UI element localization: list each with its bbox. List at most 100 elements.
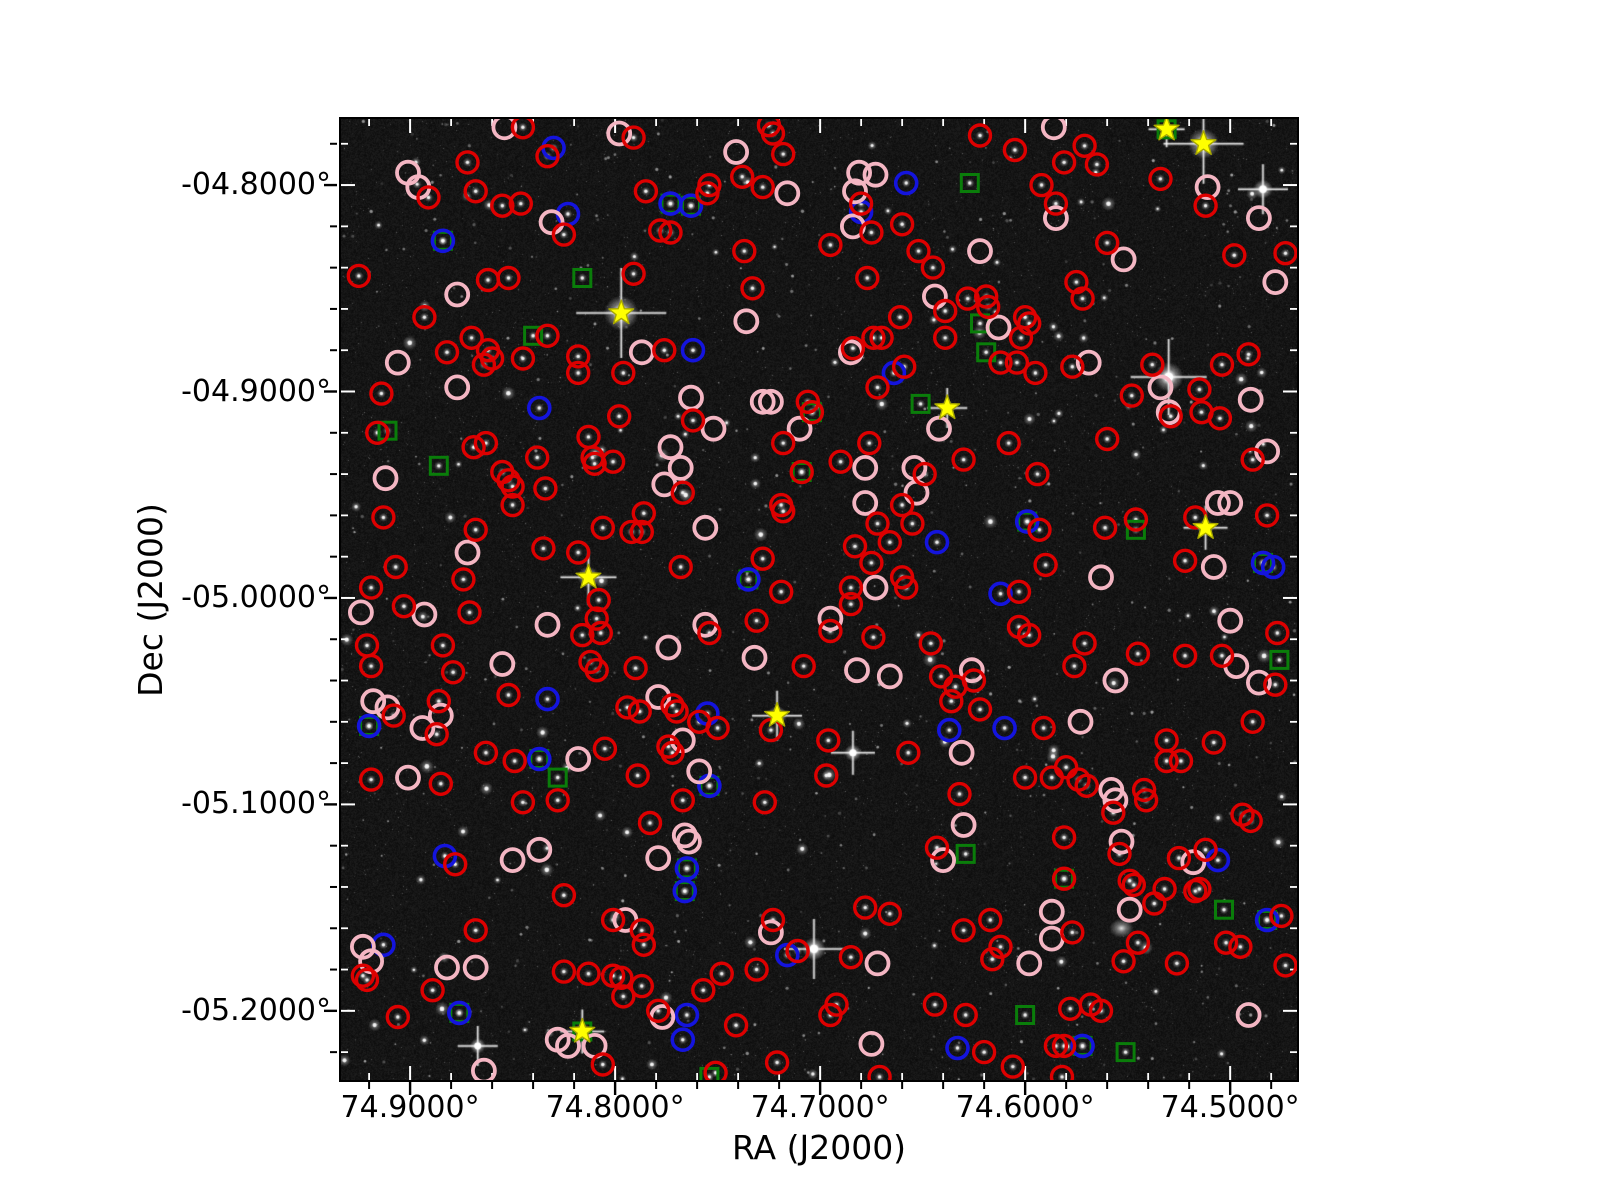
green-square-marker	[428, 455, 449, 476]
x-tick-label: 74.5000°	[1160, 1090, 1300, 1125]
green-square-marker	[1269, 649, 1290, 670]
red-circle-marker	[621, 125, 646, 150]
pink-circle-marker	[1235, 1002, 1262, 1028]
red-circle-marker	[859, 220, 884, 245]
red-circle-marker	[500, 492, 525, 518]
red-circle-marker	[1008, 325, 1034, 351]
pink-circle-marker	[1217, 490, 1244, 516]
blue-circle-marker	[936, 717, 962, 743]
red-circle-marker	[510, 346, 536, 371]
pink-circle-marker	[1038, 898, 1065, 925]
red-circle-marker	[471, 352, 497, 377]
pink-circle-marker	[360, 688, 387, 715]
red-circle-marker	[1273, 241, 1297, 266]
pink-circle-marker	[774, 180, 801, 207]
red-circle-marker	[750, 546, 775, 571]
red-circle-marker	[894, 575, 919, 600]
blue-circle-marker	[1014, 509, 1040, 534]
red-circle-marker	[451, 567, 476, 592]
red-circle-marker	[1187, 377, 1212, 402]
red-circle-marker	[600, 907, 626, 933]
red-circle-marker	[1051, 150, 1077, 175]
yellow-star-marker	[1192, 514, 1219, 539]
pink-circle-marker	[1116, 896, 1143, 923]
red-circle-marker	[611, 984, 636, 1009]
red-circle-marker	[730, 164, 755, 189]
red-circle-marker	[502, 748, 527, 774]
pink-circle-marker	[1102, 787, 1129, 814]
red-circle-marker	[430, 633, 456, 658]
red-circle-marker	[1254, 503, 1280, 528]
red-circle-marker	[680, 408, 706, 433]
pink-circle-marker	[555, 1033, 581, 1059]
red-circle-marker	[633, 179, 659, 204]
red-circle-marker	[668, 554, 693, 580]
pink-circle-marker	[864, 950, 891, 977]
green-square-marker	[432, 230, 453, 251]
red-circle-marker	[848, 191, 874, 216]
red-circle-marker	[1029, 172, 1054, 198]
red-circle-marker	[920, 255, 946, 280]
red-circle-marker	[838, 945, 864, 970]
red-circle-marker	[785, 938, 810, 964]
red-circle-marker	[358, 653, 384, 679]
red-circle-marker	[732, 238, 757, 264]
red-circle-marker	[951, 918, 976, 943]
red-circle-marker	[1072, 631, 1097, 656]
pink-circle-marker	[733, 308, 760, 335]
red-circle-marker	[350, 963, 376, 988]
red-circle-marker	[988, 934, 1013, 959]
red-circle-marker	[664, 699, 689, 724]
red-circle-marker	[1092, 515, 1118, 540]
red-circle-marker	[576, 424, 601, 450]
red-circle-marker	[857, 430, 882, 456]
red-circle-marker	[769, 579, 794, 604]
red-circle-marker	[570, 622, 595, 648]
red-circle-marker	[828, 449, 853, 474]
green-square-marker	[572, 268, 593, 288]
red-circle-marker	[953, 1002, 978, 1028]
red-circle-marker	[551, 222, 577, 247]
red-circle-marker	[869, 325, 894, 351]
green-square-marker	[738, 569, 759, 590]
red-circle-marker	[1187, 876, 1212, 902]
red-circle-marker	[440, 660, 466, 685]
y-tick-label: -05.0000°	[181, 579, 331, 615]
red-circle-marker	[648, 218, 673, 243]
green-square-marker	[955, 843, 976, 864]
pink-circle-marker	[384, 349, 411, 376]
red-circle-marker	[619, 519, 644, 545]
red-circle-marker	[510, 119, 536, 140]
red-circle-marker	[1002, 137, 1028, 163]
red-circle-marker	[928, 664, 954, 689]
pink-circle-marker	[786, 415, 813, 442]
red-circle-marker	[867, 1064, 892, 1080]
blue-circle-marker	[674, 1002, 700, 1028]
red-circle-marker	[1031, 715, 1056, 741]
pink-circle-marker	[757, 388, 784, 415]
red-circle-marker	[697, 620, 722, 646]
pink-circle-marker	[1147, 374, 1174, 401]
red-circle-marker	[818, 1002, 843, 1028]
pink-circle-marker	[686, 758, 713, 785]
red-circle-marker	[510, 790, 536, 815]
red-circle-marker	[1123, 507, 1149, 532]
pink-circle-marker	[1110, 246, 1137, 273]
red-circle-marker	[1140, 352, 1165, 377]
red-circle-marker	[1012, 765, 1038, 790]
green-square-marker	[359, 715, 380, 736]
red-circle-marker	[795, 389, 820, 414]
blue-circle-marker	[527, 746, 552, 772]
red-circle-marker	[369, 381, 394, 406]
red-circle-marker	[358, 767, 384, 792]
blue-circle-marker	[447, 1000, 472, 1026]
red-circle-marker	[980, 947, 1005, 972]
green-square-marker	[1015, 1005, 1036, 1025]
red-circle-marker	[586, 587, 611, 613]
blue-circle-marker	[356, 713, 382, 739]
red-circle-marker	[1209, 352, 1235, 377]
blue-circle-marker	[1260, 554, 1286, 580]
red-circle-marker	[933, 298, 958, 324]
blue-circle-marker	[674, 856, 700, 881]
green-square-marker	[1072, 1035, 1093, 1056]
